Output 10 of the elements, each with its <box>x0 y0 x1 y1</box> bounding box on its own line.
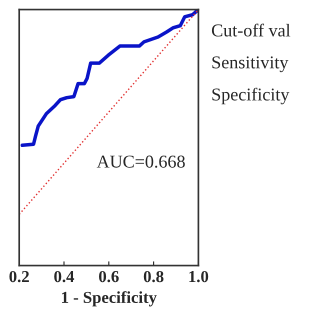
x-axis-title: 1 - Specificity <box>62 291 157 306</box>
text: Specificity <box>212 88 290 104</box>
x-tick-label: 1.0 <box>189 270 208 282</box>
text: Sensitivity <box>212 56 288 72</box>
x-tick-label: 0.8 <box>144 270 164 282</box>
x-tick-label: 0.2 <box>9 270 29 282</box>
text: Cut-off val <box>212 24 290 37</box>
x-tick-label: 0.6 <box>99 270 119 282</box>
annotation: AUC=0.668 <box>96 156 185 168</box>
x-tick-label: 0.4 <box>54 270 74 282</box>
